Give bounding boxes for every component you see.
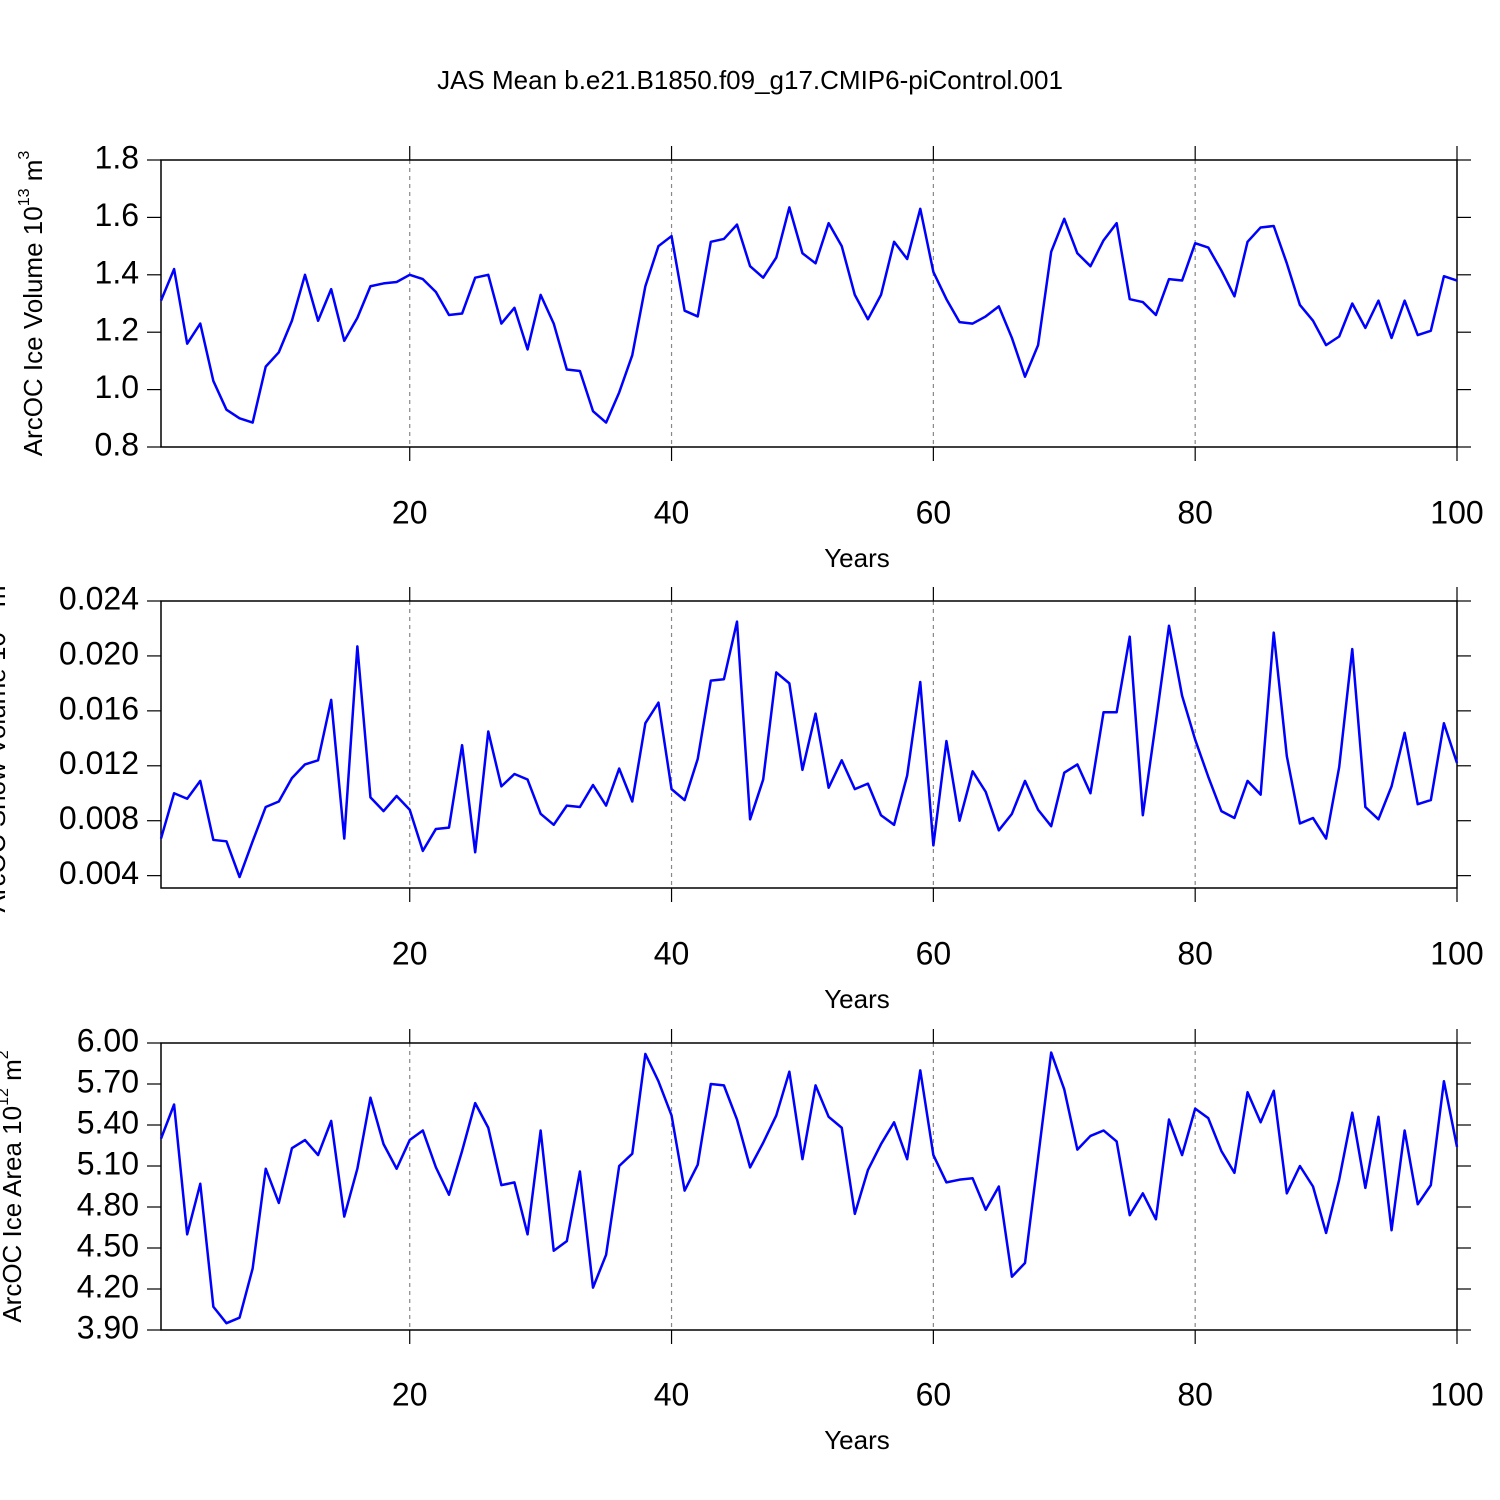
y-tick-label: 1.0 [95,369,139,405]
x-tick-label: 20 [392,935,428,971]
y-tick-label: 1.2 [95,312,139,348]
x-tick-label: 20 [392,494,428,530]
x-tick-label: 40 [654,935,690,971]
y-axis-label: ArcOC Ice Area 1012 m2 [0,1050,27,1322]
y-axis-label-unit: m [0,1059,27,1088]
plot-frame [160,1042,1458,1331]
data-line [159,620,1459,879]
y-tick-label: 0.024 [59,580,139,616]
y-axis-label-text: ArcOC Snow Volume 10 [0,632,11,912]
y-tick-label: 1.4 [95,254,139,290]
y-axis-label-unit: m [0,585,11,614]
x-tick-label: 40 [654,494,690,530]
y-tick-label: 5.40 [77,1104,139,1140]
y-tick-label: 1.8 [95,139,139,175]
x-tick-label: 40 [654,1376,690,1412]
x-tick-label: 20 [392,1376,428,1412]
plot-frame [160,600,1458,889]
x-tick-label: 80 [1177,1376,1213,1412]
y-axis-label-unit-exp: 3 [16,151,33,160]
y-tick-label: 5.70 [77,1063,139,1099]
y-tick-label: 0.8 [95,426,139,462]
y-axis-label: ArcOC Ice Volume 1013 m3 [16,151,48,457]
x-tick-label: 60 [916,494,952,530]
y-tick-label: 4.50 [77,1227,139,1263]
data-line [159,1051,1459,1325]
y-tick-label: 0.008 [59,800,139,836]
chart-title: JAS Mean b.e21.B1850.f09_g17.CMIP6-piCon… [437,65,1063,95]
y-axis-label-unit: m [18,160,48,189]
y-axis-label-unit-exp: 2 [0,1050,12,1059]
y-tick-label: 1.6 [95,197,139,233]
y-tick-label: 5.10 [77,1145,139,1181]
plot-frame [160,159,1458,448]
x-tick-label: 60 [916,1376,952,1412]
x-axis-label: Years [824,1425,890,1455]
y-axis-label-exp: 13 [16,188,33,206]
y-axis-label-text: ArcOC Ice Area 10 [0,1106,27,1323]
x-axis-label: Years [824,543,890,573]
y-tick-label: 0.016 [59,690,139,726]
y-tick-label: 0.012 [59,745,139,781]
y-tick-label: 0.020 [59,635,139,671]
x-tick-label: 80 [1177,935,1213,971]
y-tick-label: 4.20 [77,1268,139,1304]
x-tick-label: 80 [1177,494,1213,530]
y-axis-label: ArcOC Snow Volume 1013 m3 [0,576,11,912]
y-axis-label-exp: 12 [0,1088,12,1106]
y-tick-label: 4.80 [77,1186,139,1222]
y-tick-label: 0.004 [59,855,139,891]
x-axis-label: Years [824,984,890,1014]
x-tick-label: 100 [1430,935,1483,971]
data-line [159,206,1458,424]
y-tick-label: 3.90 [77,1309,139,1345]
x-tick-label: 60 [916,935,952,971]
y-tick-label: 6.00 [77,1022,139,1058]
x-tick-label: 100 [1430,494,1483,530]
y-axis-label-text: ArcOC Ice Volume 10 [18,206,48,456]
x-tick-label: 100 [1430,1376,1483,1412]
